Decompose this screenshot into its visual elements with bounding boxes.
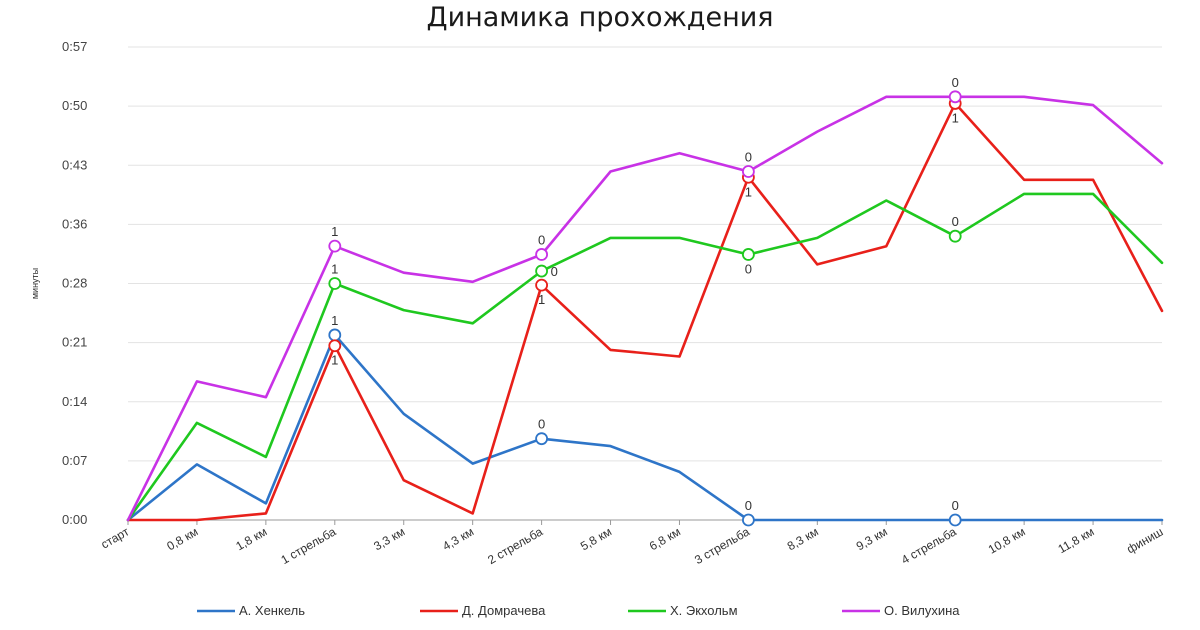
series-line [126, 102, 1164, 522]
data-label: 0 [745, 261, 752, 276]
data-point-marker [948, 513, 962, 527]
legend-entry: О. Вилухина [884, 603, 960, 618]
x-tick-label: 10,8 км [986, 524, 1028, 556]
y-tick-label: 0:00 [62, 512, 87, 527]
data-label: 0 [538, 417, 545, 432]
data-point-marker [328, 328, 342, 342]
data-label: 0 [745, 498, 752, 513]
y-tick-label: 0:07 [62, 453, 87, 468]
data-point-marker [948, 90, 962, 104]
data-label: 0 [745, 149, 752, 164]
series-line [126, 95, 1164, 522]
data-label: 0 [952, 75, 959, 90]
x-tick-label: финиш [1124, 524, 1165, 556]
y-tick-label: 0:21 [62, 335, 87, 350]
data-point-marker [742, 248, 755, 261]
data-point-marker [328, 277, 342, 290]
data-label: 0 [952, 214, 959, 229]
x-tick-label: 3 стрельба [692, 524, 752, 567]
x-tick-label: 1 стрельба [278, 524, 338, 567]
x-tick-label: 0,8 км [164, 524, 200, 553]
data-point-marker [535, 432, 548, 446]
y-tick-label: 0:28 [62, 276, 87, 291]
data-point-marker [742, 165, 755, 178]
data-point-marker [535, 264, 548, 278]
x-tick-label: 3,3 км [371, 524, 407, 553]
data-label: 0 [952, 498, 959, 513]
y-tick-label: 0:57 [62, 39, 87, 54]
series-line [126, 192, 1164, 522]
data-label: 0 [551, 264, 558, 279]
x-tick-label: 5,8 км [578, 524, 614, 553]
data-label: 1 [331, 262, 338, 277]
data-point-marker [328, 239, 342, 253]
x-tick-label: 4,3 км [440, 524, 476, 553]
x-tick-label: 11,8 км [1056, 524, 1097, 556]
data-point-marker [535, 248, 548, 261]
data-point-marker [742, 513, 755, 527]
y-tick-label: 0:50 [62, 98, 87, 113]
x-tick-label: 1,8 км [233, 524, 269, 553]
data-label: 1 [745, 184, 752, 199]
x-tick-label: 6,8 км [647, 524, 683, 553]
data-label: 1 [331, 313, 338, 328]
data-point-marker [948, 229, 962, 243]
y-axis-label: минуты [30, 268, 40, 299]
x-tick-label: 8,3 км [785, 524, 821, 553]
x-tick-label: 9,3 км [854, 524, 890, 553]
x-tick-label: старт [99, 524, 132, 551]
legend-entry: Х. Экхольм [670, 603, 738, 618]
data-point-marker [535, 278, 548, 292]
data-point-marker [328, 339, 342, 353]
legend-entry: Д. Домрачева [462, 603, 546, 618]
y-tick-label: 0:36 [62, 216, 87, 231]
data-label: 1 [952, 110, 959, 125]
chart-title: Динамика прохождения [426, 2, 774, 33]
data-label: 1 [331, 224, 338, 239]
x-tick-label: 2 стрельба [485, 524, 545, 567]
data-label: 1 [538, 292, 545, 307]
x-tick-label: 4 стрельба [899, 524, 959, 567]
series-line [126, 333, 1164, 522]
data-label: 0 [538, 232, 545, 247]
legend-entry: А. Хенкель [239, 603, 305, 618]
y-tick-label: 0:14 [62, 394, 87, 409]
y-tick-label: 0:43 [62, 157, 87, 172]
data-label: 1 [331, 353, 338, 368]
